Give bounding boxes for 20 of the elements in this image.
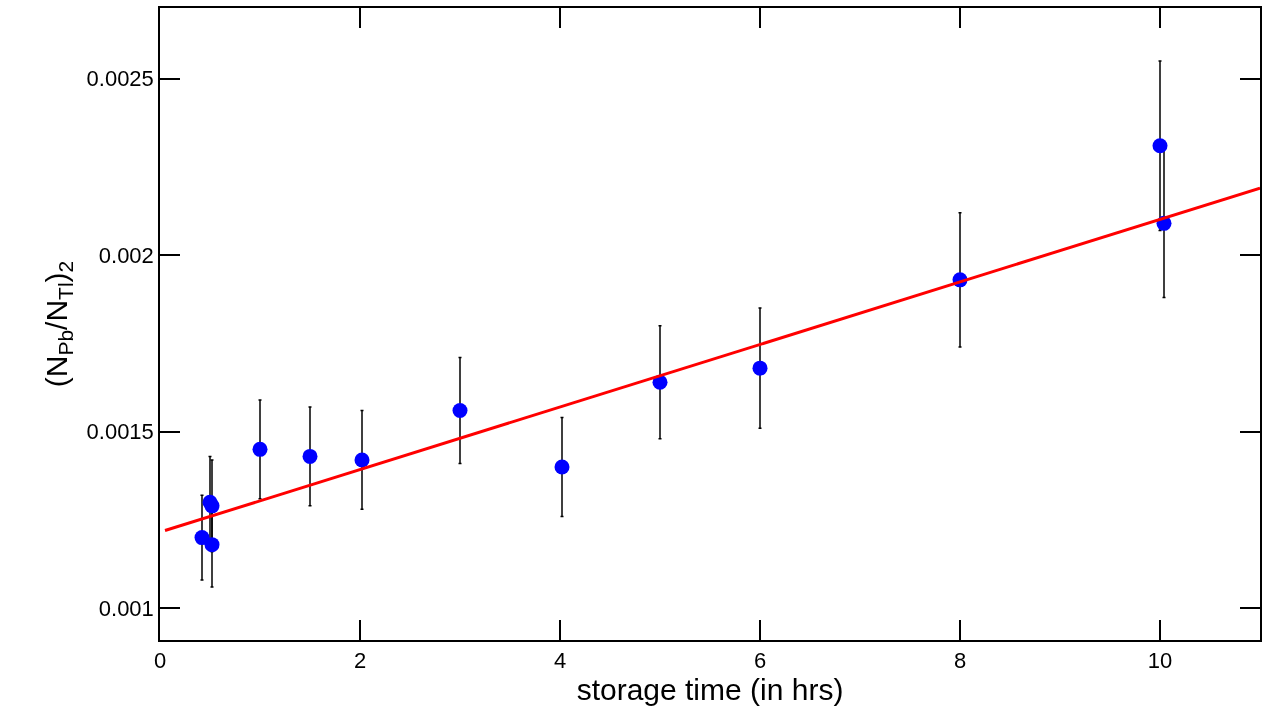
x-tick-label: 10: [1147, 648, 1173, 674]
point: [302, 448, 318, 464]
y-tick-label: 0.0025: [86, 66, 154, 92]
y-tick-label: 0.002: [98, 242, 154, 268]
x-tick-label: 6: [753, 648, 767, 674]
x-axis-title: storage time (in hrs): [576, 673, 844, 707]
y-tick-label: 0.001: [98, 595, 154, 621]
point: [452, 403, 468, 418]
point: [1152, 138, 1168, 154]
x-tick-label: 4: [553, 648, 567, 674]
y-tick-label: 0.0015: [86, 419, 154, 445]
point: [252, 441, 268, 457]
x-tick-label: 0: [153, 648, 167, 674]
point: [204, 537, 220, 553]
x-tick-label: 8: [953, 648, 967, 674]
point: [354, 452, 370, 468]
point: [554, 459, 570, 475]
x-tick-label: 2: [353, 648, 367, 674]
point: [204, 498, 220, 514]
point: [752, 360, 768, 376]
